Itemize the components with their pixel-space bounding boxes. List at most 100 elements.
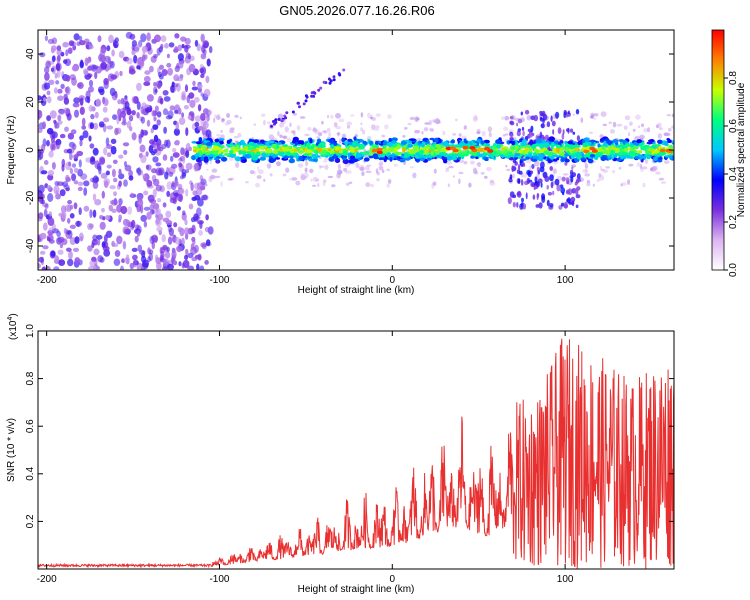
- noise-blob: [185, 162, 193, 170]
- halo-blob: [505, 164, 508, 168]
- noise-blob: [180, 147, 185, 156]
- noise-blob: [168, 227, 174, 237]
- noise-blob: [73, 97, 81, 104]
- band-blob: [653, 156, 658, 162]
- band-blob: [619, 146, 623, 151]
- band-blob: [348, 141, 353, 145]
- noise-blob: [81, 125, 87, 130]
- snr-series-line: [38, 338, 674, 569]
- disturbance-blob: [561, 133, 565, 140]
- halo-blob: [668, 127, 672, 132]
- noise-blob: [59, 133, 66, 139]
- band-blob: [342, 157, 347, 161]
- noise-blob: [140, 106, 144, 115]
- noise-blob: [92, 147, 99, 156]
- streak-blob: [296, 101, 300, 105]
- band-blob: [193, 149, 197, 152]
- noise-blob: [149, 139, 155, 145]
- noise-blob: [147, 247, 151, 255]
- band-blob: [533, 152, 537, 156]
- band-blob: [538, 153, 544, 158]
- noise-blob: [150, 127, 154, 134]
- halo-blob: [360, 112, 364, 118]
- noise-blob: [164, 139, 169, 147]
- noise-blob: [89, 157, 96, 165]
- band-blob: [515, 153, 521, 156]
- disturbance-blob: [527, 128, 532, 132]
- band-blob: [353, 136, 357, 141]
- band-blob: [547, 151, 553, 157]
- noise-blob: [43, 160, 49, 165]
- disturbance-blob: [524, 109, 530, 115]
- halo-blob: [629, 121, 633, 126]
- halo-blob: [234, 114, 239, 118]
- noise-blob: [131, 49, 136, 56]
- snr-panel: -200 -100 0 100 0.2 0.4 0.6 0.8 1.0 Height of s…: [6, 313, 675, 595]
- band-blob: [553, 140, 560, 145]
- noise-blob: [173, 83, 179, 88]
- disturbance-blob: [572, 131, 576, 135]
- noise-blob: [79, 60, 85, 69]
- noise-blob: [51, 55, 56, 62]
- noise-blob: [156, 111, 162, 118]
- halo-blob: [338, 138, 342, 144]
- disturbance-blob: [562, 191, 565, 196]
- band-blob: [340, 154, 348, 159]
- halo-blob: [335, 126, 342, 130]
- halo-blob: [409, 116, 416, 121]
- halo-blob: [633, 137, 639, 141]
- noise-blob: [194, 115, 201, 122]
- halo-blob: [585, 169, 588, 173]
- noise-blob: [79, 40, 86, 46]
- noise-blob: [142, 173, 146, 179]
- noise-blob: [154, 105, 159, 112]
- noise-blob: [114, 250, 121, 257]
- band-blob: [542, 147, 547, 151]
- noise-blob: [48, 211, 53, 217]
- noise-blob: [176, 77, 184, 82]
- noise-blob: [155, 167, 162, 176]
- halo-blob: [322, 179, 327, 184]
- disturbance-blob: [516, 202, 519, 208]
- halo-blob: [326, 127, 331, 133]
- noise-blob: [70, 129, 77, 135]
- noise-blob: [44, 203, 49, 209]
- halo-blob: [289, 122, 292, 128]
- noise-blob: [198, 229, 203, 236]
- noise-blob: [51, 65, 56, 75]
- halo-blob: [333, 122, 338, 128]
- disturbance-blob: [569, 169, 574, 177]
- halo-blob: [354, 133, 358, 138]
- halo-blob: [362, 129, 366, 135]
- disturbance-blob: [540, 123, 545, 129]
- noise-blob: [168, 42, 175, 48]
- band-blob: [391, 140, 397, 144]
- halo-blob: [503, 126, 509, 131]
- noise-blob: [155, 162, 162, 167]
- noise-blob: [68, 250, 73, 260]
- halo-blob: [387, 114, 392, 119]
- noise-blob: [133, 258, 137, 268]
- noise-blob: [128, 169, 134, 178]
- noise-blob: [99, 48, 107, 54]
- disturbance-blob: [576, 178, 582, 182]
- noise-blob: [160, 43, 164, 50]
- band-blob: [451, 156, 458, 161]
- band-blob: [629, 144, 635, 147]
- noise-blob: [141, 54, 146, 62]
- noise-blob: [138, 135, 142, 144]
- noise-blob: [53, 266, 60, 270]
- halo-blob: [205, 116, 211, 121]
- band-blob: [244, 153, 252, 159]
- noise-blob: [146, 164, 152, 171]
- noise-blob: [83, 205, 90, 212]
- noise-blob: [163, 96, 171, 102]
- noise-blob: [155, 213, 159, 219]
- halo-blob: [414, 116, 419, 122]
- noise-blob: [53, 119, 57, 124]
- band-blob: [199, 150, 203, 156]
- disturbance-blob: [509, 133, 514, 137]
- disturbance-blob: [576, 173, 581, 180]
- band-blob: [349, 155, 356, 160]
